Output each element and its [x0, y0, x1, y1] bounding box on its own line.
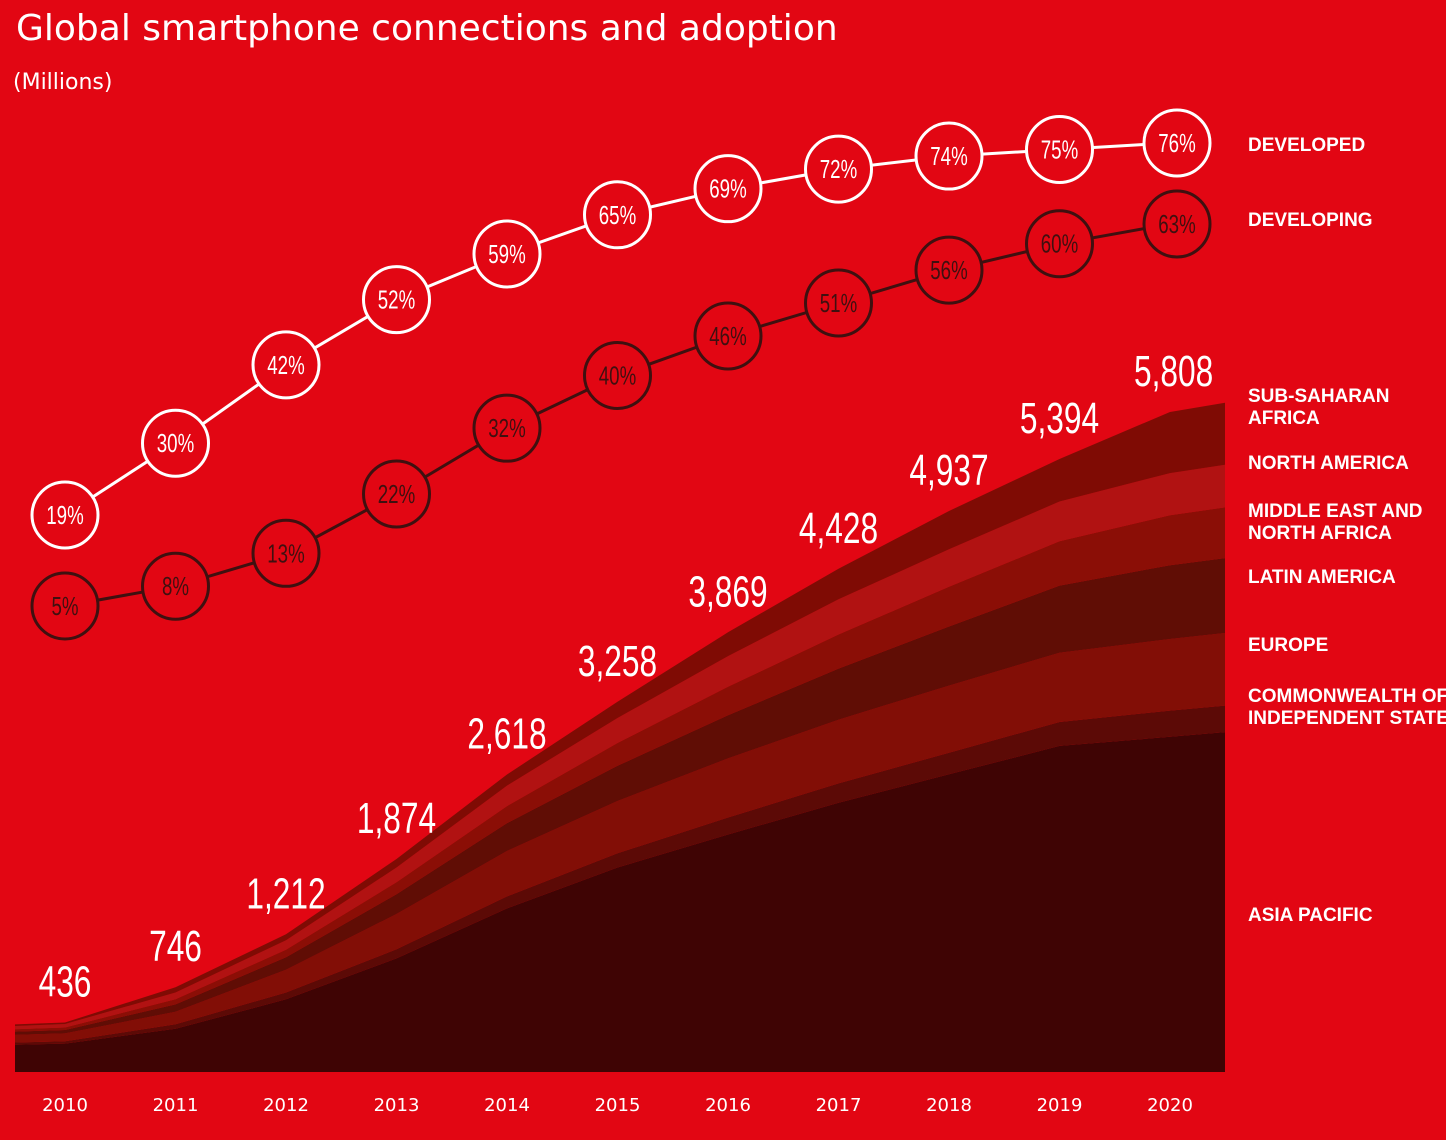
legend-label-commonwealth-of-independent-states: COMMONWEALTH OF INDEPENDENT STATES: [1248, 686, 1446, 729]
adoption-point-developed: [472, 219, 542, 289]
area-sub-saharan-africa: [15, 402, 1225, 1026]
total-label: 4,937: [909, 446, 988, 495]
adoption-label-developed: 72%: [820, 154, 857, 184]
area-commonwealth-of-independent-states: [15, 705, 1225, 1045]
total-label: 5,394: [1020, 394, 1099, 443]
adoption-label-developed: 42%: [267, 350, 304, 380]
adoption-label-developing: 56%: [930, 255, 967, 285]
area-latin-america: [15, 558, 1225, 1035]
adoption-label-developed: 65%: [599, 200, 636, 230]
area-asia-pacific: [15, 732, 1225, 1072]
adoption-point-developing: [362, 459, 431, 529]
adoption-label-developed: 76%: [1158, 128, 1195, 158]
adoption-point-developing: [472, 393, 542, 463]
adoption-point-developed: [362, 265, 431, 335]
total-label: 1,874: [357, 794, 436, 843]
x-tick-label: 2016: [705, 1095, 751, 1116]
adoption-label-developing: 46%: [709, 321, 746, 351]
adoption-point-developing: [804, 268, 873, 338]
legend-label-asia-pacific: ASIA PACIFIC: [1248, 905, 1373, 926]
adoption-label-developed: 75%: [1041, 134, 1078, 164]
legend-label-latin-america: LATIN AMERICA: [1248, 567, 1396, 588]
chart-title: Global smartphone connections and adopti…: [16, 8, 838, 49]
adoption-point-developing: [1025, 209, 1094, 279]
adoption-point-developing: [693, 301, 763, 371]
legend-label-developed: DEVELOPED: [1248, 135, 1365, 156]
adoption-label-developing: 13%: [267, 538, 304, 568]
x-tick-label: 2018: [926, 1095, 972, 1116]
adoption-label-developed: 30%: [157, 428, 194, 458]
adoption-point-developing: [914, 235, 984, 305]
legend-label-north-america: NORTH AMERICA: [1248, 453, 1409, 474]
x-tick-label: 2012: [263, 1095, 309, 1116]
x-tick-label: 2017: [816, 1095, 862, 1116]
total-label: 1,212: [246, 869, 325, 918]
x-tick-label: 2015: [595, 1095, 641, 1116]
adoption-point-developed: [30, 480, 100, 550]
area-middle-east-and-north-africa: [15, 507, 1225, 1032]
area-europe: [15, 633, 1225, 1043]
adoption-point-developed: [914, 121, 984, 191]
legend-label-developing: DEVELOPING: [1248, 210, 1373, 231]
total-label: 3,869: [688, 567, 767, 616]
chart-subtitle: (Millions): [13, 70, 113, 95]
adoption-point-developing: [141, 551, 210, 621]
adoption-label-developed: 19%: [46, 500, 83, 530]
adoption-label-developing: 22%: [378, 479, 415, 509]
adoption-point-developing: [251, 518, 321, 588]
x-tick-label: 2020: [1147, 1095, 1193, 1116]
total-label: 5,808: [1134, 347, 1213, 396]
adoption-label-developed: 69%: [709, 174, 746, 204]
x-tick-label: 2019: [1037, 1095, 1083, 1116]
total-label: 2,618: [467, 709, 546, 758]
legend-label-middle-east-and-north-africa: MIDDLE EAST AND NORTH AFRICA: [1248, 501, 1423, 544]
adoption-point-developed: [583, 180, 652, 250]
total-label: 746: [149, 922, 202, 971]
adoption-label-developing: 63%: [1158, 209, 1195, 239]
x-tick-label: 2013: [374, 1095, 420, 1116]
adoption-point-developed: [1142, 108, 1212, 178]
adoption-point-developed: [251, 330, 321, 400]
adoption-point-developed: [1025, 115, 1094, 185]
adoption-label-developed: 52%: [378, 285, 415, 315]
legend-label-sub-saharan-africa: SUB-SAHARAN AFRICA: [1248, 386, 1389, 429]
x-tick-label: 2011: [153, 1095, 199, 1116]
adoption-point-developing: [1142, 189, 1212, 259]
area-north-america: [15, 464, 1225, 1030]
x-tick-label: 2014: [484, 1095, 530, 1116]
adoption-point-developing: [30, 571, 100, 641]
legend-label-europe: EUROPE: [1248, 635, 1328, 656]
adoption-label-developing: 8%: [162, 571, 189, 601]
x-tick-label: 2010: [42, 1095, 88, 1116]
adoption-point-developed: [141, 408, 210, 478]
total-label: 3,258: [578, 637, 657, 686]
adoption-label-developing: 51%: [820, 288, 857, 318]
adoption-label-developing: 5%: [51, 591, 78, 621]
adoption-label-developed: 74%: [930, 141, 967, 171]
adoption-point-developed: [693, 154, 763, 224]
total-label: 436: [39, 957, 92, 1006]
total-label: 4,428: [799, 504, 878, 553]
adoption-label-developing: 40%: [599, 360, 636, 390]
adoption-point-developed: [804, 134, 873, 204]
adoption-label-developed: 59%: [488, 239, 525, 269]
adoption-point-developing: [583, 340, 652, 410]
adoption-label-developing: 32%: [488, 413, 525, 443]
adoption-label-developing: 60%: [1041, 229, 1078, 259]
